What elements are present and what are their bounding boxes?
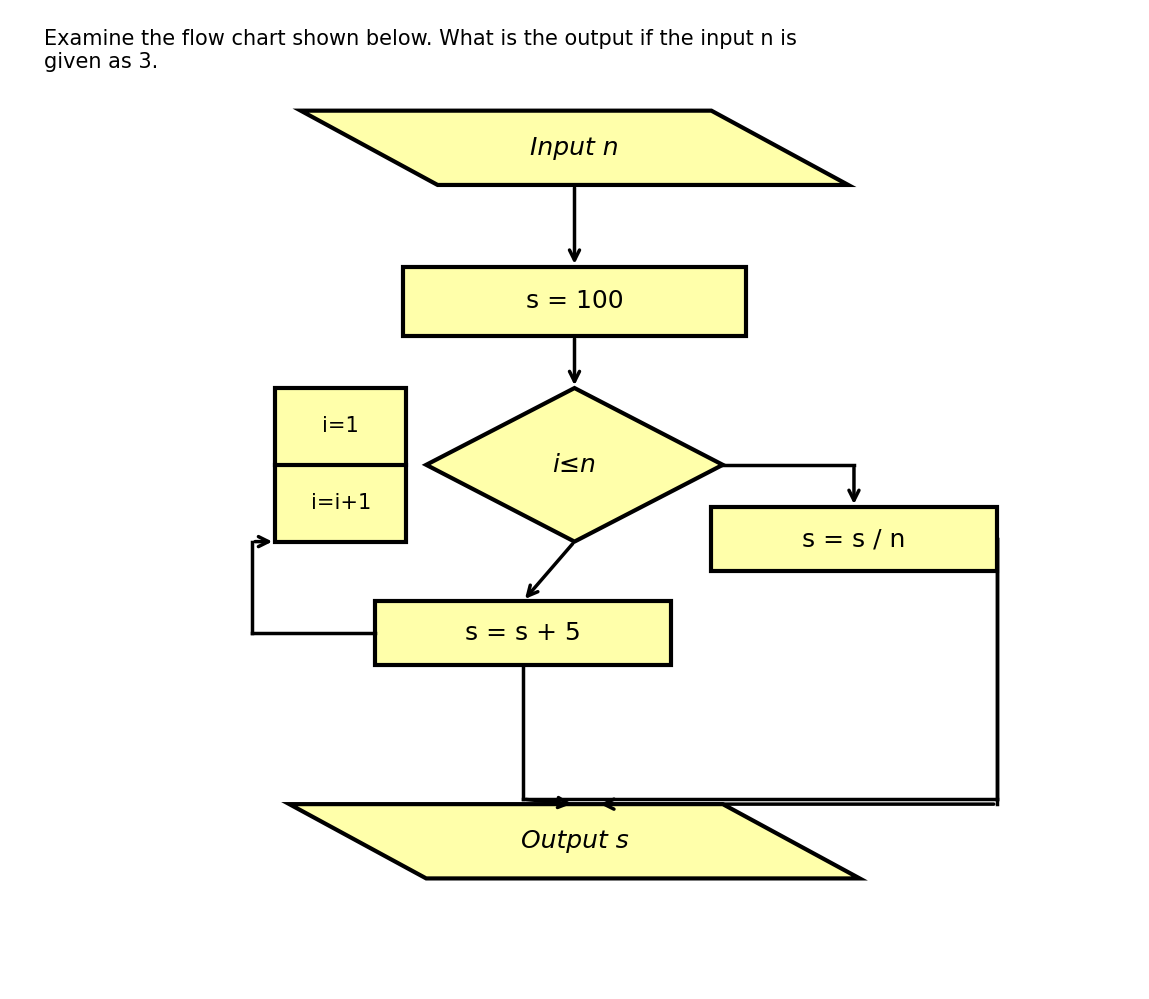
FancyBboxPatch shape — [375, 601, 671, 665]
Text: Output s: Output s — [520, 829, 629, 853]
Text: i≤n: i≤n — [553, 453, 596, 477]
Text: i=1: i=1 — [322, 417, 358, 437]
Text: s = s + 5: s = s + 5 — [465, 621, 581, 645]
FancyBboxPatch shape — [275, 388, 407, 541]
Text: s = s / n: s = s / n — [802, 527, 905, 551]
FancyBboxPatch shape — [403, 267, 746, 336]
Polygon shape — [301, 111, 848, 185]
Polygon shape — [290, 804, 859, 878]
Text: i=i+1: i=i+1 — [310, 494, 371, 513]
Text: Examine the flow chart shown below. What is the output if the input n is
given a: Examine the flow chart shown below. What… — [44, 29, 797, 72]
FancyBboxPatch shape — [711, 506, 996, 571]
Text: Input n: Input n — [530, 136, 619, 160]
Text: s = 100: s = 100 — [526, 290, 623, 314]
Polygon shape — [426, 388, 723, 541]
